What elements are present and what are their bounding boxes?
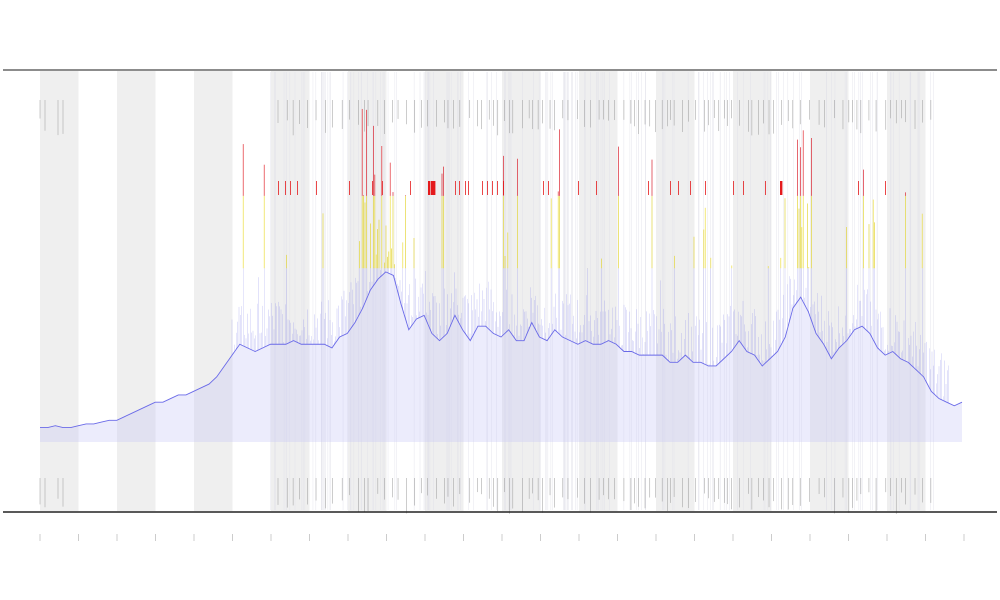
red-marker xyxy=(578,181,579,195)
red-marker xyxy=(497,181,498,195)
shaded-band-3 xyxy=(271,71,310,511)
red-marker xyxy=(858,181,859,195)
red-marker xyxy=(743,181,744,195)
red-marker xyxy=(372,181,373,195)
red-marker xyxy=(548,181,549,195)
red-marker xyxy=(543,181,544,195)
shaded-band-10 xyxy=(810,71,849,511)
red-marker xyxy=(765,181,766,195)
shaded-band-7 xyxy=(579,71,618,511)
red-marker xyxy=(503,181,504,195)
shaded-band-8 xyxy=(656,71,695,511)
red-marker xyxy=(316,181,317,195)
red-marker xyxy=(455,181,456,195)
shaded-band-0 xyxy=(40,71,79,511)
red-marker xyxy=(431,181,434,195)
shaded-band-5 xyxy=(425,71,464,511)
series-area xyxy=(40,271,962,442)
red-marker xyxy=(780,181,783,195)
shaded-band-9 xyxy=(733,71,772,511)
red-marker xyxy=(596,181,597,195)
shaded-band-2 xyxy=(194,71,233,511)
red-marker xyxy=(382,181,383,195)
red-marker xyxy=(433,181,436,195)
shaded-band-1 xyxy=(117,71,156,511)
red-marker xyxy=(690,181,691,195)
red-marker xyxy=(670,181,671,195)
red-marker xyxy=(290,181,291,195)
red-marker xyxy=(648,181,649,195)
red-marker xyxy=(285,181,286,195)
red-marker xyxy=(349,181,350,195)
series-line xyxy=(40,271,963,428)
red-marker xyxy=(468,181,469,195)
red-marker xyxy=(492,181,493,195)
red-marker xyxy=(459,181,460,195)
red-marker xyxy=(705,181,706,195)
red-marker xyxy=(678,181,679,195)
red-marker xyxy=(297,181,298,195)
red-marker xyxy=(482,181,483,195)
red-marker xyxy=(885,181,886,195)
red-marker xyxy=(465,181,466,195)
red-marker xyxy=(410,181,411,195)
red-marker xyxy=(278,181,279,195)
red-marker xyxy=(428,181,431,195)
red-marker xyxy=(487,181,488,195)
red-marker xyxy=(733,181,734,195)
